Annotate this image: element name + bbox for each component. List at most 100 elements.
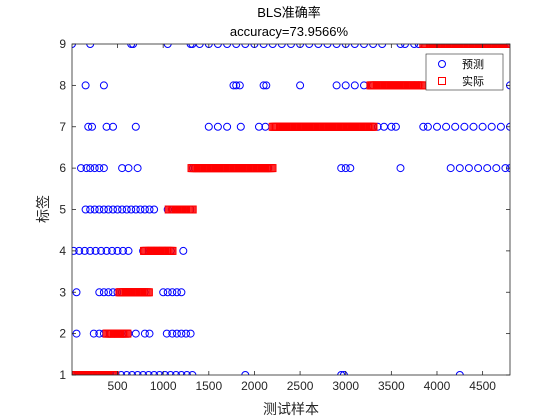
predicted-point (140, 329, 149, 338)
predicted-point (88, 122, 96, 131)
actual-run-label-1 (72, 371, 119, 375)
predicted-point (99, 81, 108, 90)
predicted-point (223, 44, 232, 48)
predicted-point (172, 371, 180, 375)
predicted-point (124, 246, 133, 255)
predicted-point (469, 122, 478, 131)
predicted-point (241, 371, 250, 375)
predicted-point (195, 44, 204, 48)
predicted-point (95, 288, 104, 297)
predicted-point (86, 246, 95, 255)
actual-point (110, 371, 119, 375)
predicted-point (133, 164, 142, 173)
predicted-point (487, 122, 496, 131)
x-tick-label: 500 (108, 379, 128, 393)
predicted-point (296, 81, 305, 90)
predicted-point (109, 205, 117, 214)
predicted-point (268, 44, 277, 48)
predicted-point (99, 288, 108, 297)
predicted-point (118, 164, 127, 173)
predicted-point (442, 122, 451, 131)
predicted-point (99, 205, 108, 214)
actual-run-label-8 (366, 81, 427, 90)
predicted-point (99, 164, 108, 173)
legend-label-actual: 实际 (462, 74, 484, 88)
predicted-point (131, 329, 140, 338)
predicted-point (401, 44, 409, 48)
plot-area (72, 44, 510, 375)
predicted-point (80, 246, 89, 255)
predicted-point (127, 205, 136, 214)
predicted-point (223, 122, 232, 131)
predicted-point (277, 44, 286, 48)
actual-point (144, 288, 153, 297)
predicted-point (113, 246, 122, 255)
actual-run-label-3 (115, 288, 153, 297)
predicted-point (90, 205, 99, 214)
predicted-point (182, 371, 191, 375)
predicted-point (232, 44, 241, 48)
predicted-point (474, 164, 483, 173)
predicted-point (259, 81, 268, 90)
predicted-point (492, 164, 501, 173)
y-axis-label: 标签 (35, 195, 52, 223)
y-tick-label: 1 (59, 368, 66, 382)
predicted-point (90, 164, 99, 173)
predicted-point (455, 371, 464, 375)
predicted-point (236, 122, 245, 131)
predicted-point (186, 329, 195, 338)
predicted-point (387, 122, 396, 131)
predicted-point (150, 205, 159, 214)
predicted-point (168, 288, 177, 297)
predicted-point (159, 288, 168, 297)
y-tick-label: 7 (59, 120, 66, 134)
chart-subtitle: accuracy=73.9566% (230, 24, 349, 39)
predicted-point (262, 81, 271, 90)
predicted-point (108, 246, 117, 255)
predicted-point (77, 164, 85, 173)
predicted-point (182, 329, 190, 338)
actual-point (123, 329, 132, 338)
predicted-point (341, 81, 350, 90)
predicted-point (396, 44, 405, 48)
predicted-point (341, 164, 350, 173)
predicted-point (188, 371, 197, 375)
predicted-point (259, 44, 268, 48)
predicted-point (162, 329, 171, 338)
predicted-point (89, 329, 98, 338)
predicted-point (163, 44, 172, 48)
predicted-point (350, 44, 359, 48)
predicted-point (332, 81, 341, 90)
predicted-point (117, 371, 126, 375)
predicted-point (91, 246, 100, 255)
predicted-point (419, 122, 428, 131)
predicted-point (161, 371, 169, 375)
actual-point (369, 122, 378, 131)
predicted-point (86, 44, 95, 48)
predicted-point (323, 44, 332, 48)
predicted-point (109, 122, 117, 131)
predicted-point (287, 44, 295, 48)
x-tick-label: 4000 (424, 379, 451, 393)
x-tick-label: 1500 (195, 379, 222, 393)
predicted-point (131, 122, 140, 131)
predicted-point (483, 164, 492, 173)
predicted-point (104, 205, 113, 214)
predicted-point (451, 122, 460, 131)
predicted-point (177, 371, 186, 375)
predicted-point (131, 205, 140, 214)
actual-run-label-6 (187, 164, 277, 173)
predicted-point (136, 205, 145, 214)
x-tick-label: 1000 (150, 379, 177, 393)
predicted-point (86, 164, 95, 173)
legend-marker-actual (438, 77, 446, 85)
predicted-point (339, 371, 348, 375)
predicted-point (179, 246, 188, 255)
predicted-point (337, 164, 346, 173)
predicted-point (346, 164, 355, 173)
predicted-point (213, 122, 222, 131)
actual-run-label-4 (140, 246, 177, 255)
predicted-point (446, 164, 455, 173)
predicted-point (119, 246, 127, 255)
